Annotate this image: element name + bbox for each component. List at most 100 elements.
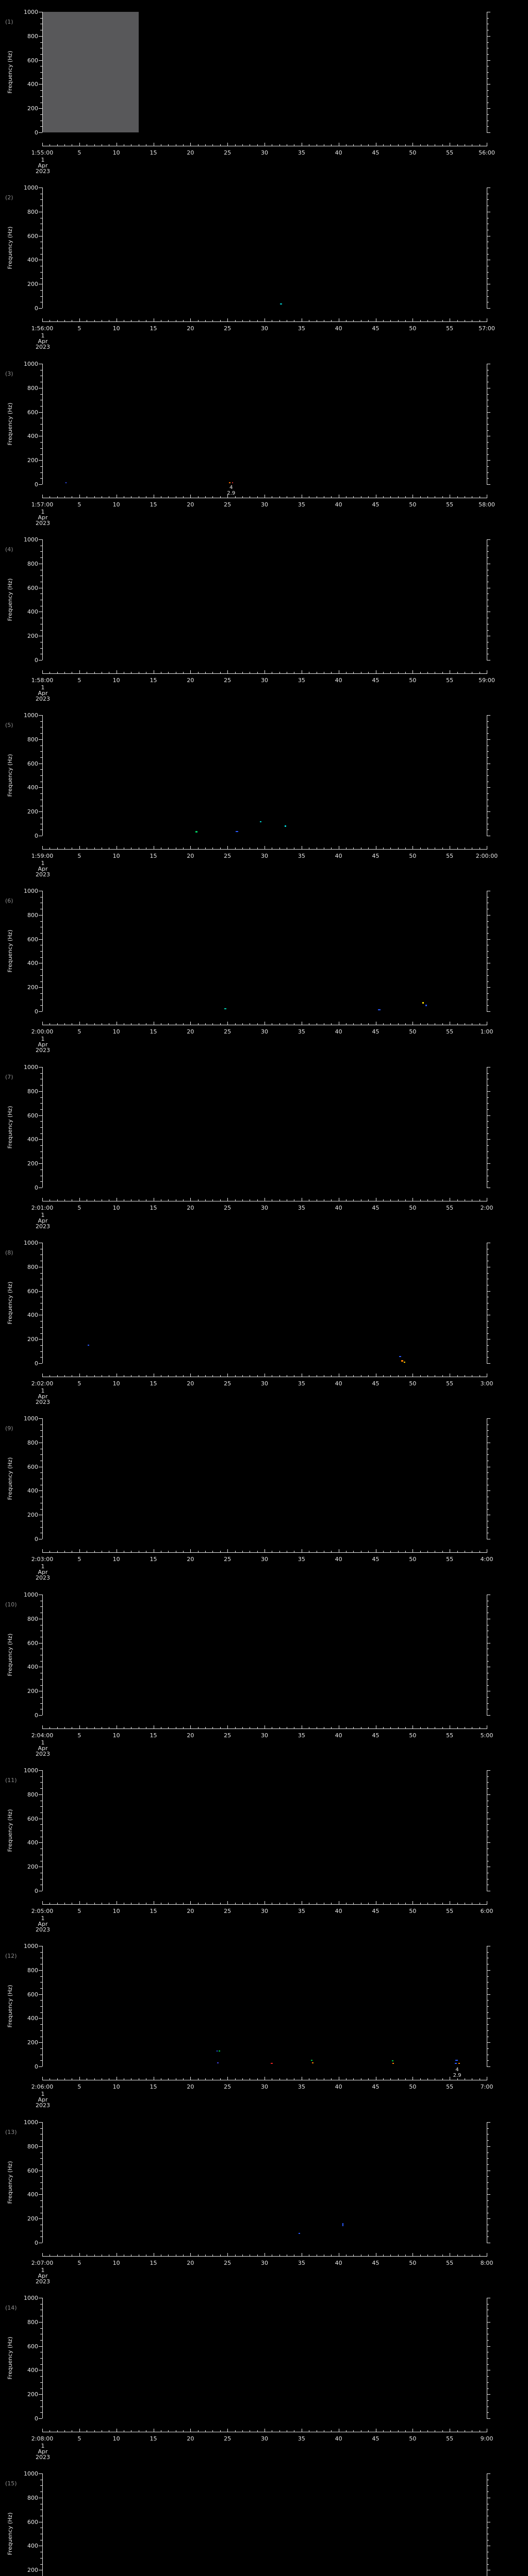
y-tick-label: 600 [27,584,38,591]
right-tick-minor [487,1430,489,1431]
x-tick-minor [427,2078,428,2080]
x-tick-major [190,1725,191,1728]
x-tick-major [190,1901,191,1904]
right-tick-minor [487,2412,489,2413]
x-tick-minor [457,1375,458,1377]
right-tick-major [487,1091,490,1092]
y-tick-minor [40,2128,42,2129]
x-tick-minor [368,1375,369,1377]
x-end-time-label: 4:00 [480,1556,493,1563]
x-tick-label: 20 [187,1732,194,1739]
spectral-blip [236,831,239,833]
x-tick-minor [420,320,421,321]
y-tick-minor [40,478,42,479]
y-tick-major [39,715,42,716]
x-tick-minor [427,496,428,498]
x-tick-minor [57,1023,58,1025]
y-tick-minor [40,1824,42,1825]
x-tick-minor [390,848,391,849]
y-tick-major [39,36,42,37]
y-axis-line [42,1418,43,1539]
x-tick-minor [398,1727,399,1728]
y-tick-label: 800 [27,1439,38,1446]
y-tick-label: 1000 [24,2119,38,2126]
y-tick-major [39,1011,42,1012]
y-tick-label: 800 [27,2143,38,2150]
x-tick-minor [405,1199,406,1201]
right-tick-minor [487,1824,489,1825]
date-year-label: 2023 [36,1223,50,1230]
x-tick-minor [368,1023,369,1025]
x-tick-label: 40 [335,677,342,684]
x-tick-major [190,318,191,321]
y-tick-minor [40,454,42,455]
x-tick-minor [279,320,280,321]
x-tick-label: 25 [224,2083,232,2090]
x-tick-minor [457,1903,458,1904]
x-tick-minor [212,1727,213,1728]
x-tick-minor [197,2430,199,2432]
right-tick-minor [487,1127,489,1128]
date-month-label: Apr [38,338,48,345]
x-tick-major [42,670,43,673]
right-tick-minor [487,1073,489,1074]
x-tick-major [79,846,80,849]
x-tick-label: 25 [224,1028,232,1035]
y-tick-minor [40,1606,42,1607]
x-tick-minor [257,2255,258,2256]
y-tick-label: 400 [27,1839,38,1846]
right-tick-minor [487,18,489,19]
y-tick-label: 600 [27,1639,38,1647]
right-tick-minor [487,394,489,395]
x-tick-major [412,1198,414,1201]
x-tick-minor [220,1727,221,1728]
x-tick-minor [279,1375,280,1377]
right-tick-minor [487,1976,489,1977]
x-tick-major [190,670,191,673]
x-tick-minor [279,1199,280,1201]
x-tick-minor [368,320,369,321]
x-tick-minor [64,1903,65,1904]
x-tick-minor [183,496,184,498]
y-tick-major [39,308,42,309]
y-tick-minor [40,2158,42,2159]
x-tick-minor [353,1551,354,1552]
x-tick-minor [183,2255,184,2256]
x-tick-label: 55 [446,1380,454,1387]
x-tick-minor [205,672,206,673]
x-tick-minor [57,1903,58,1904]
right-tick-minor [487,2024,489,2025]
y-axis-line [42,1067,43,1188]
right-tick-minor [487,72,489,73]
x-tick-minor [383,1551,384,1552]
y-tick-major [39,539,42,540]
y-tick-minor [40,1151,42,1152]
y-tick-major [39,1139,42,1140]
y-axis-title: Frequency (Hz) [7,578,13,621]
y-tick-label: 400 [27,2191,38,2198]
panel-number-label: (4) [5,546,13,553]
date-year-label: 2023 [36,520,50,527]
x-tick-minor [368,848,369,849]
y-tick-minor [40,1097,42,1098]
x-tick-minor [64,1199,65,1201]
x-tick-major [79,1549,80,1552]
x-tick-minor [205,1727,206,1728]
x-tick-minor [442,1551,443,1552]
y-tick-label: 200 [27,1160,38,1167]
x-tick-minor [220,1903,221,1904]
right-tick-minor [487,42,489,43]
x-tick-label: 35 [298,2083,305,2090]
x-tick-minor [353,2255,354,2256]
x-tick-label: 20 [187,325,194,332]
x-tick-minor [220,1199,221,1201]
x-tick-minor [331,1375,332,1377]
x-tick-label: 35 [298,1556,305,1563]
y-tick-minor [40,54,42,55]
x-tick-minor [331,2078,332,2080]
x-tick-minor [398,1023,399,1025]
x-start-time-label: 2:04:00 [31,1732,54,1739]
right-tick-minor [487,1133,489,1134]
x-tick-minor [257,1375,258,1377]
date-year-label: 2023 [36,168,50,175]
